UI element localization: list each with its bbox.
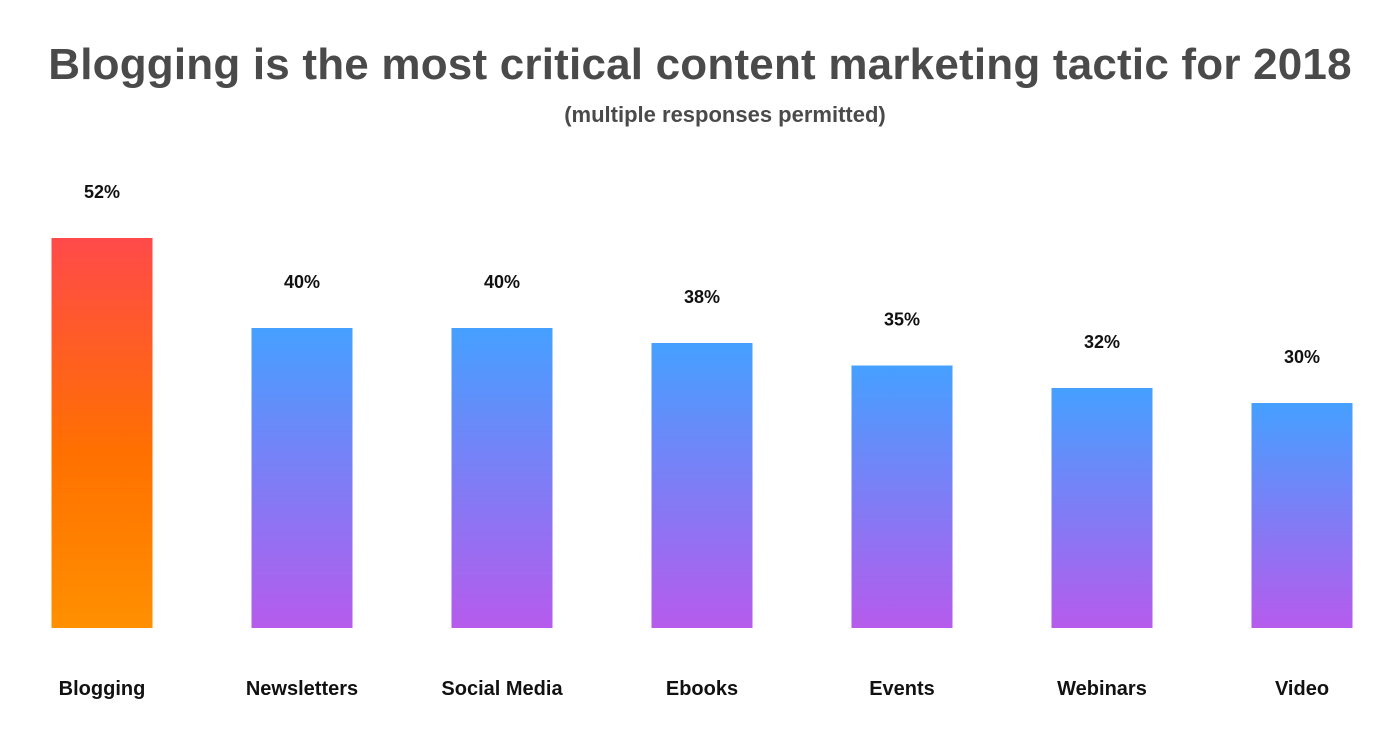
bar-newsletters	[251, 328, 353, 628]
bar-events	[851, 365, 953, 628]
value-label-video: 30%	[1284, 347, 1320, 367]
bars-layer: 52% Blogging 40% Newsletters 40% Social Media…	[51, 182, 1353, 700]
chart-subtitle: (multiple responses permitted)	[564, 102, 886, 127]
bar-webinars	[1051, 388, 1153, 628]
chart-title: Blogging is the most critical content ma…	[48, 40, 1352, 89]
category-label-webinars: Webinars	[1057, 678, 1147, 700]
bar-blogging	[51, 238, 153, 628]
value-label-webinars: 32%	[1084, 332, 1120, 352]
value-label-events: 35%	[884, 310, 920, 330]
bar-video	[1251, 403, 1353, 628]
category-label-blogging: Blogging	[59, 678, 146, 700]
category-label-events: Events	[869, 678, 935, 700]
value-label-ebooks: 38%	[684, 287, 720, 307]
value-label-social-media: 40%	[484, 272, 520, 292]
category-label-ebooks: Ebooks	[666, 678, 738, 700]
category-label-video: Video	[1275, 678, 1329, 700]
value-label-newsletters: 40%	[284, 272, 320, 292]
bar-social-media	[451, 328, 553, 628]
category-label-newsletters: Newsletters	[246, 678, 358, 700]
category-label-social-media: Social Media	[441, 678, 563, 700]
bar-ebooks	[651, 343, 753, 628]
value-label-blogging: 52%	[84, 182, 120, 202]
